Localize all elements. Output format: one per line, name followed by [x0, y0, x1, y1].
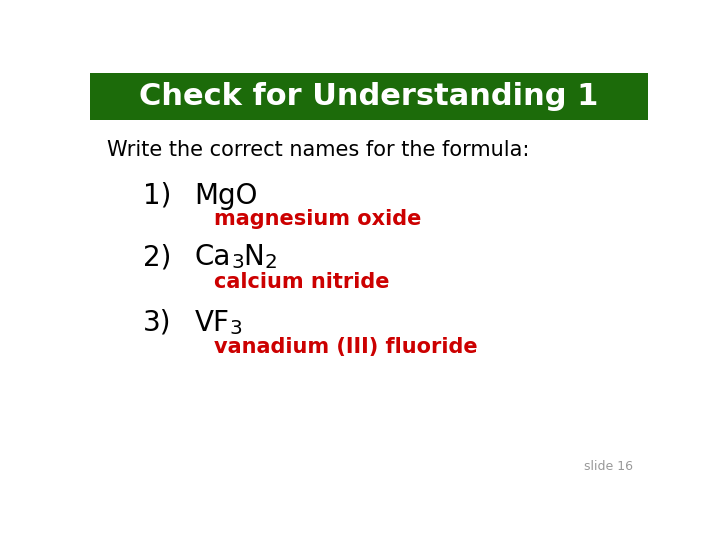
Text: 3: 3: [230, 319, 243, 338]
Text: 2): 2): [143, 244, 171, 271]
Text: 2: 2: [264, 253, 277, 272]
Text: vanadium (III) fluoride: vanadium (III) fluoride: [214, 336, 477, 356]
Bar: [90, 72, 648, 120]
Text: MgO: MgO: [194, 181, 258, 210]
Text: Ca: Ca: [194, 244, 231, 271]
Text: 3: 3: [231, 253, 244, 272]
Text: Write the correct names for the formula:: Write the correct names for the formula:: [107, 139, 529, 159]
Text: 1): 1): [143, 181, 171, 210]
Text: Check for Understanding 1: Check for Understanding 1: [139, 82, 599, 111]
Text: 3): 3): [143, 309, 171, 337]
Text: N: N: [244, 244, 264, 271]
Text: magnesium oxide: magnesium oxide: [214, 209, 421, 229]
Text: slide 16: slide 16: [583, 460, 632, 473]
Text: VF: VF: [194, 309, 230, 337]
Text: calcium nitride: calcium nitride: [214, 272, 390, 292]
